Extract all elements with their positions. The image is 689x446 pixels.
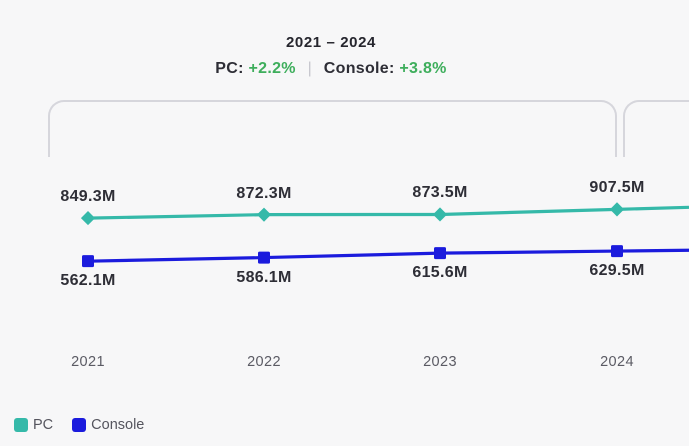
legend-item-pc[interactable]: PC <box>14 417 53 433</box>
pc-label: PC: <box>215 60 244 77</box>
console-label: Console: <box>323 60 395 77</box>
pc-value-label: 849.3M <box>60 188 116 206</box>
console-value-label: 586.1M <box>236 268 292 286</box>
chart-legend: PC Console <box>14 417 144 433</box>
console-value-label: 629.5M <box>589 262 645 280</box>
console-change-value: +3.8% <box>399 60 447 77</box>
pc-value-label: 872.3M <box>236 184 292 202</box>
console-swatch-icon <box>72 418 87 432</box>
chart-header: 2021 – 2024 PC: +2.2% | Console: +3.8% <box>0 34 662 78</box>
legend-console-label: Console <box>91 417 145 433</box>
legend-item-console[interactable]: Console <box>72 417 144 433</box>
subtitle-separator: | <box>307 60 313 77</box>
next-range-bracket-cropped <box>623 100 689 157</box>
pc-change-value: +2.2% <box>248 60 296 77</box>
chart-subtitle: PC: +2.2% | Console: +3.8% <box>0 60 662 78</box>
console-value-label: 615.6M <box>412 264 468 282</box>
range-bracket-2021-2024 <box>48 100 617 157</box>
pc-swatch-icon <box>14 418 28 432</box>
x-axis-label-2021: 2021 <box>71 354 105 370</box>
chart-title: 2021 – 2024 <box>285 34 376 51</box>
legend-pc-label: PC <box>33 417 54 433</box>
x-axis-label-2023: 2023 <box>423 354 457 370</box>
pc-value-label: 873.5M <box>412 184 468 202</box>
x-axis-label-2022: 2022 <box>247 354 281 370</box>
console-value-label: 562.1M <box>60 272 116 290</box>
pc-value-label: 907.5M <box>589 179 645 197</box>
x-axis-label-2024: 2024 <box>600 354 634 370</box>
